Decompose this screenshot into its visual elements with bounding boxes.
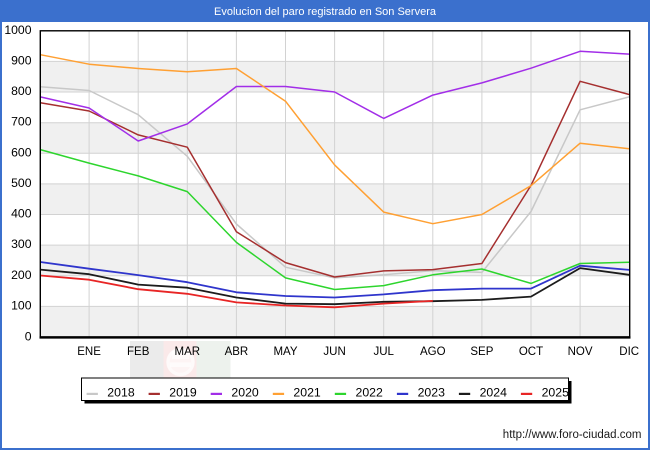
svg-text:0: 0 — [25, 329, 32, 343]
svg-text:900: 900 — [11, 53, 32, 67]
svg-text:700: 700 — [11, 115, 32, 129]
svg-text:200: 200 — [11, 268, 32, 282]
svg-text:100: 100 — [11, 298, 32, 312]
svg-text:2018: 2018 — [107, 385, 135, 399]
svg-text:2024: 2024 — [480, 385, 508, 399]
svg-text:SEP: SEP — [470, 346, 493, 358]
svg-text:OCT: OCT — [519, 346, 543, 358]
svg-text:FEB: FEB — [127, 346, 150, 358]
svg-text:2023: 2023 — [418, 385, 446, 399]
svg-text:2019: 2019 — [169, 385, 197, 399]
svg-text:Evolucion del paro registrado: Evolucion del paro registrado en Son Ser… — [214, 6, 437, 18]
svg-text:ENE: ENE — [77, 346, 101, 358]
svg-text:400: 400 — [11, 207, 32, 221]
svg-text:JUL: JUL — [373, 346, 394, 358]
svg-text:DIC: DIC — [619, 346, 639, 358]
svg-text:500: 500 — [11, 176, 32, 190]
svg-text:600: 600 — [11, 145, 32, 159]
svg-text:ABR: ABR — [225, 346, 249, 358]
svg-text:2020: 2020 — [231, 385, 259, 399]
svg-text:800: 800 — [11, 84, 32, 98]
svg-text:AGO: AGO — [420, 346, 446, 358]
svg-text:2022: 2022 — [356, 385, 384, 399]
svg-text:MAY: MAY — [273, 346, 297, 358]
svg-text:NOV: NOV — [568, 346, 593, 358]
svg-text:2021: 2021 — [293, 385, 321, 399]
svg-text:http://www.foro-ciudad.com: http://www.foro-ciudad.com — [503, 429, 642, 441]
svg-text:2025: 2025 — [542, 385, 570, 399]
svg-text:JUN: JUN — [323, 346, 345, 358]
svg-text:MAR: MAR — [175, 346, 201, 358]
svg-text:1000: 1000 — [4, 23, 31, 37]
svg-text:300: 300 — [11, 237, 32, 251]
